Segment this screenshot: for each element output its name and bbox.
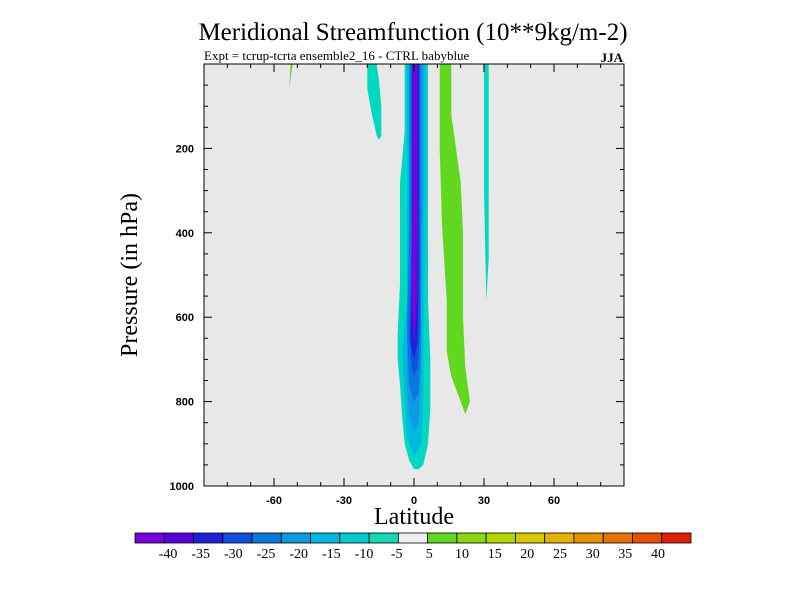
colorbar-swatch	[397, 532, 429, 544]
y-tick-label: 800	[176, 397, 194, 409]
colorbar-swatch	[515, 532, 546, 544]
chart-title: Meridional Streamfunction (10**9kg/m-2)	[198, 19, 627, 46]
colorbar-swatch	[602, 532, 633, 544]
colorbar-label: -30	[224, 547, 243, 562]
colorbar-swatch	[134, 532, 165, 544]
colorbar-label: 5	[426, 547, 433, 562]
region-negative-cell-core	[411, 64, 418, 343]
x-axis-label: Latitude	[374, 504, 454, 530]
season-label: JJA	[601, 50, 624, 65]
region-negative-upper-lobe	[367, 64, 382, 140]
colorbar-label: -10	[355, 547, 374, 562]
colorbar-label: 10	[455, 547, 469, 562]
y-tick-label: 600	[176, 312, 194, 324]
colorbar-swatch	[193, 532, 224, 544]
colorbar-label: -5	[391, 547, 403, 562]
colorbar-label: -25	[257, 547, 276, 562]
y-tick-label: 200	[176, 143, 194, 155]
chart-subtitle: Expt = tcrup-tcrta ensemble2_16 - CTRL b…	[204, 48, 470, 63]
colorbar-swatch	[163, 532, 194, 544]
colorbar-label: -35	[191, 547, 210, 562]
y-tick-label: 1000	[170, 481, 194, 493]
colorbar-swatch	[427, 532, 458, 544]
x-tick-label: 30	[478, 495, 490, 507]
region-positive-small-sliver	[289, 64, 293, 90]
contour-regions	[289, 64, 489, 470]
colorbar-swatch	[339, 532, 370, 544]
colorbar-label: 35	[618, 547, 632, 562]
y-tick-label: 400	[176, 228, 194, 240]
colorbar-label: -20	[289, 547, 308, 562]
colorbar-swatch	[280, 532, 311, 544]
region-positive-cell	[439, 64, 470, 415]
colorbar-label: 25	[553, 547, 567, 562]
colorbar-swatch	[485, 532, 516, 544]
colorbar-label: -40	[159, 547, 178, 562]
colorbar-label: 40	[651, 547, 665, 562]
colorbar-swatch	[573, 532, 604, 544]
colorbar-swatch	[544, 532, 575, 544]
x-tick-label: -30	[336, 495, 352, 507]
colorbar-label: 30	[586, 547, 600, 562]
x-tick-label: 60	[548, 495, 560, 507]
colorbar-swatch	[661, 532, 692, 544]
colorbar-swatch	[456, 532, 487, 544]
region-negative-thin-lobe	[484, 64, 489, 301]
y-axis-label: Pressure (in hPa)	[117, 193, 143, 357]
colorbar-swatch	[632, 532, 663, 544]
x-tick-label: -60	[266, 495, 282, 507]
colorbar-swatch	[251, 532, 282, 544]
colorbar-label: -15	[322, 547, 341, 562]
axis-ticks: -60 -30 0 30 60 200 400 600 800 1000	[170, 64, 624, 507]
colorbar-label: 20	[520, 547, 534, 562]
colorbar-swatch	[310, 532, 341, 544]
colorbar: -40 -35 -30 -25 -20 -15 -10 -5 5 10 15 20 25 30 35 40	[134, 532, 692, 562]
x-tick-label: 0	[411, 495, 417, 507]
colorbar-swatch	[368, 532, 399, 544]
colorbar-label: 15	[488, 547, 502, 562]
colorbar-swatch	[222, 532, 253, 544]
